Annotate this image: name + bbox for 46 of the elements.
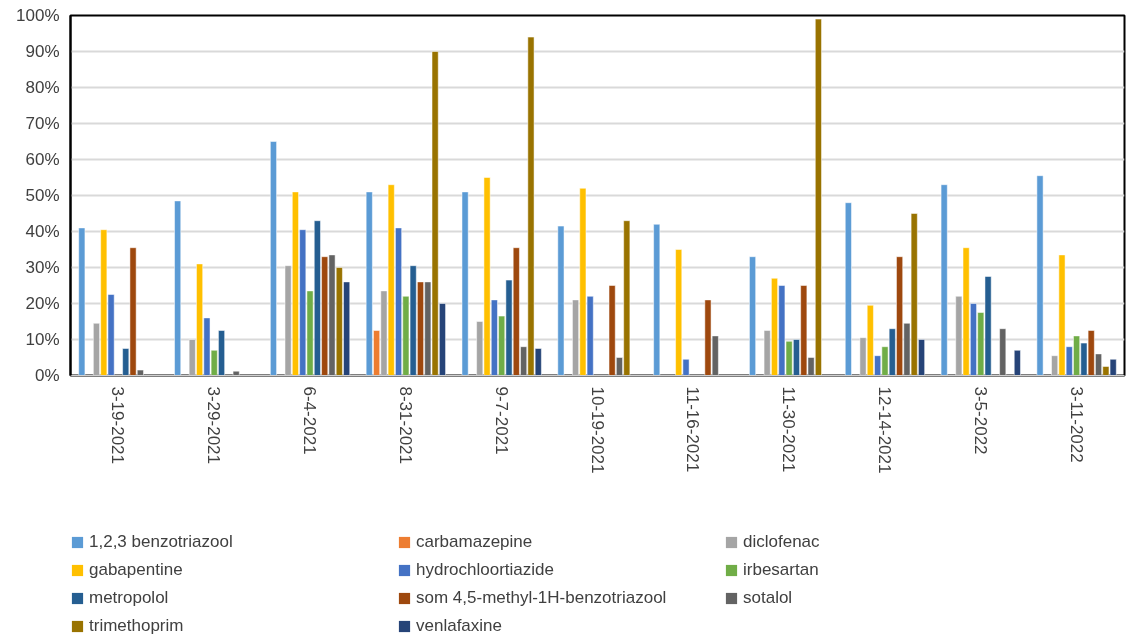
- bar: [461, 191, 469, 376]
- y-tick-label: 20%: [25, 294, 60, 313]
- x-tick-label: 3-19-2021: [108, 386, 128, 465]
- bar: [940, 184, 948, 376]
- x-tick-label: 11-30-2021: [779, 386, 799, 473]
- legend-label: hydrochloortiazide: [416, 560, 555, 580]
- x-tick-label: 3-29-2021: [204, 386, 224, 465]
- legend-label: sotalol: [743, 588, 794, 608]
- bar: [174, 200, 181, 376]
- bar: [653, 224, 661, 376]
- legend-label: 1,2,3 benzotriazool: [89, 532, 234, 552]
- bar: [557, 225, 565, 376]
- x-tick-label: 10-19-2021: [587, 386, 607, 474]
- bar: [232, 370, 240, 376]
- x-tick-label: 3-11-2022: [1066, 386, 1086, 463]
- x-tick-label: 6-4-2021: [300, 386, 320, 455]
- x-tick-label: 3-5-2022: [970, 386, 990, 455]
- y-tick-label: 40%: [25, 222, 60, 241]
- bar: [749, 256, 756, 376]
- y-tick-label: 30%: [25, 258, 60, 277]
- y-tick-label: 100%: [16, 6, 60, 25]
- y-tick-label: 60%: [25, 150, 60, 169]
- legend-label: irbesartan: [743, 560, 820, 580]
- legend-label: gabapentine: [89, 560, 184, 580]
- legend-label: carbamazepine: [416, 532, 534, 552]
- x-tick-label: 8-31-2021: [395, 386, 415, 465]
- legend-label: metropolol: [89, 588, 170, 608]
- legend-label: som 4,5-methyl-1H-benzotriazool: [416, 588, 668, 608]
- bar: [999, 328, 1007, 376]
- y-tick-label: 80%: [25, 78, 60, 97]
- y-tick-label: 90%: [25, 42, 60, 61]
- x-tick-label: 12-14-2021: [874, 386, 894, 474]
- x-tick-label: 11-16-2021: [683, 386, 703, 473]
- legend-label: trimethoprim: [89, 616, 185, 636]
- y-tick-label: 70%: [25, 114, 60, 133]
- bar: [1014, 350, 1021, 376]
- y-tick-label: 50%: [25, 186, 60, 205]
- bar: [845, 202, 852, 376]
- legend-label: diclofenac: [743, 532, 821, 552]
- bar: [270, 141, 277, 376]
- y-tick-label: 10%: [25, 330, 60, 349]
- y-tick-label: 0%: [34, 366, 60, 385]
- x-tick-label: 9-7-2021: [491, 386, 511, 455]
- bar: [78, 227, 86, 376]
- bar: [1036, 175, 1044, 376]
- legend-label: venlafaxine: [416, 616, 503, 636]
